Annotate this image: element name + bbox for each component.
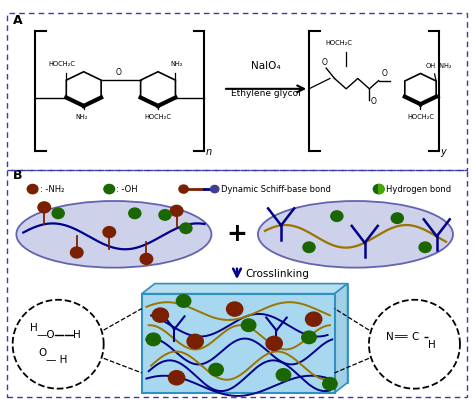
Circle shape xyxy=(27,185,38,194)
Circle shape xyxy=(168,371,185,385)
Circle shape xyxy=(266,336,283,351)
Text: HOCH₂C: HOCH₂C xyxy=(326,40,353,46)
Text: : -NH₂: : -NH₂ xyxy=(39,185,64,194)
Circle shape xyxy=(227,302,243,316)
Circle shape xyxy=(391,213,403,223)
Circle shape xyxy=(276,368,291,381)
Circle shape xyxy=(146,333,161,346)
Circle shape xyxy=(104,185,115,194)
Circle shape xyxy=(152,308,168,322)
Circle shape xyxy=(419,242,431,252)
Circle shape xyxy=(303,242,315,252)
Ellipse shape xyxy=(258,201,453,268)
Text: Ethylene glycol: Ethylene glycol xyxy=(231,89,301,98)
Text: NH₂: NH₂ xyxy=(75,114,88,120)
Polygon shape xyxy=(335,284,347,393)
Text: Dynamic Schiff-base bond: Dynamic Schiff-base bond xyxy=(221,185,331,194)
Circle shape xyxy=(180,223,192,234)
Text: —O: —O xyxy=(36,330,55,339)
Polygon shape xyxy=(142,294,335,393)
Circle shape xyxy=(170,205,183,216)
Circle shape xyxy=(176,295,191,307)
Text: y: y xyxy=(440,147,446,157)
Text: O: O xyxy=(39,349,47,358)
Text: N=: N= xyxy=(386,332,402,342)
Text: n: n xyxy=(206,147,212,157)
Text: Hydrogen bond: Hydrogen bond xyxy=(386,185,451,194)
Text: NH₂: NH₂ xyxy=(437,63,452,69)
Ellipse shape xyxy=(16,201,211,268)
Circle shape xyxy=(241,319,256,331)
Polygon shape xyxy=(155,284,347,383)
Text: NH₂: NH₂ xyxy=(170,61,182,67)
Text: O: O xyxy=(116,68,121,77)
Text: B: B xyxy=(13,168,23,181)
Polygon shape xyxy=(142,284,347,294)
Circle shape xyxy=(302,331,316,343)
Circle shape xyxy=(306,312,322,326)
Text: A: A xyxy=(13,14,23,27)
Circle shape xyxy=(210,185,219,193)
Circle shape xyxy=(159,210,171,220)
Circle shape xyxy=(323,377,337,390)
Text: HOCH₂C: HOCH₂C xyxy=(407,114,434,120)
Text: HOCH₂C: HOCH₂C xyxy=(145,114,172,120)
Text: O: O xyxy=(321,58,327,67)
Text: HOCH₂C: HOCH₂C xyxy=(49,61,76,67)
Text: Crosslinking: Crosslinking xyxy=(246,269,309,279)
Circle shape xyxy=(71,247,83,258)
Wedge shape xyxy=(379,184,384,194)
Circle shape xyxy=(52,208,64,219)
Text: NaIO₄: NaIO₄ xyxy=(251,61,281,72)
Circle shape xyxy=(187,335,203,348)
Text: O: O xyxy=(381,69,387,78)
Text: O: O xyxy=(371,97,377,106)
Text: +: + xyxy=(227,222,247,246)
Text: OH: OH xyxy=(425,63,435,69)
Circle shape xyxy=(179,185,188,193)
Text: H: H xyxy=(30,323,37,333)
Circle shape xyxy=(38,202,51,213)
Text: : -OH: : -OH xyxy=(116,185,138,194)
Circle shape xyxy=(103,227,116,238)
Text: H: H xyxy=(428,340,436,350)
Text: H: H xyxy=(73,330,81,339)
Circle shape xyxy=(331,211,343,221)
Circle shape xyxy=(140,253,153,264)
Text: — H: — H xyxy=(46,355,67,364)
Text: = C: = C xyxy=(400,332,419,342)
Circle shape xyxy=(209,364,223,376)
Circle shape xyxy=(374,185,384,194)
Circle shape xyxy=(129,208,141,219)
